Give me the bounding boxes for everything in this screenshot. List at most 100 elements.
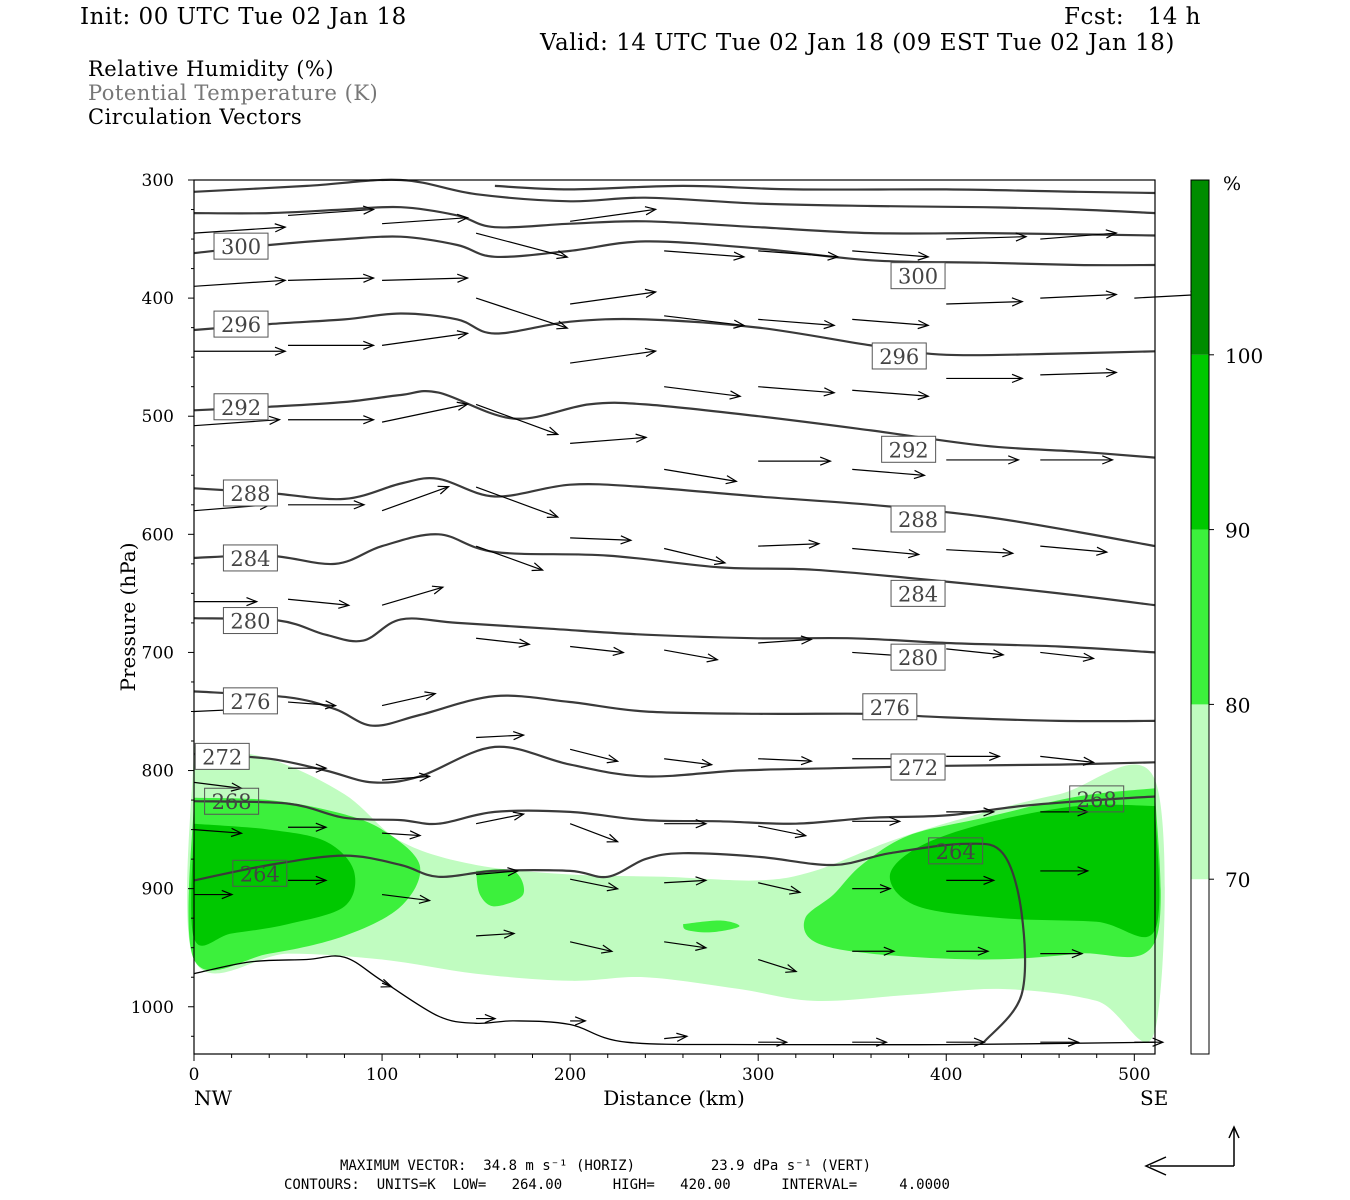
vector-shaft (852, 318, 929, 326)
contour-label-276: 276 (222, 687, 278, 715)
circulation-vector (1040, 866, 1090, 876)
circulation-vector (569, 941, 614, 954)
vector-head (644, 206, 658, 216)
vector-head (353, 500, 366, 510)
circulation-vector (758, 456, 833, 466)
contour-label-284: 284 (890, 579, 946, 607)
circulation-vector (288, 875, 328, 886)
contour-label-text: 272 (898, 756, 938, 780)
contour-label-272: 272 (194, 742, 250, 770)
vector-head (733, 251, 746, 261)
vector-head (268, 415, 282, 425)
vector-head (315, 763, 328, 773)
vector-shaft (758, 638, 812, 644)
contour-label-text: 296 (221, 313, 261, 337)
colorbar-label: 80 (1225, 693, 1250, 717)
contour-label-text: 288 (898, 508, 938, 532)
vector-head (695, 876, 708, 886)
vector-head (908, 548, 921, 559)
circulation-vector (946, 648, 1005, 659)
vector-shaft (852, 250, 929, 258)
vector-head (713, 556, 727, 566)
y-tick-label: 1000 (131, 998, 174, 1018)
vector-head (776, 1037, 789, 1047)
circulation-vector (852, 1037, 889, 1047)
circulation-vector (381, 401, 470, 423)
vector-head (512, 811, 526, 821)
terrain-line (193, 955, 1156, 1046)
rh-region-90 (191, 823, 356, 946)
colorbar-label: 70 (1225, 868, 1250, 892)
vector-head (274, 276, 287, 286)
y-axis-title: Pressure (hPa) (116, 543, 140, 692)
y-tick-label: 700 (142, 643, 174, 663)
y-tick-label: 800 (142, 762, 174, 782)
contour-label-box (222, 607, 278, 635)
contour-label-box (213, 393, 269, 421)
circulation-vector (758, 386, 836, 397)
vector-shaft (569, 823, 618, 843)
circulation-vector (381, 330, 470, 346)
field-label-rh: Relative Humidity (%) (88, 57, 335, 81)
circulation-vector (852, 547, 921, 559)
circulation-vector (664, 758, 714, 769)
circulation-vector (287, 700, 338, 710)
vector-shaft (664, 758, 712, 766)
contour-label-box (890, 753, 946, 781)
vector-head (338, 599, 351, 609)
contour-label-text: 268 (212, 790, 252, 814)
vector-head (983, 807, 996, 817)
vector-head (431, 585, 445, 595)
vector-shaft (569, 748, 618, 762)
theta-contour-layer (193, 178, 1156, 1043)
vector-shaft (664, 250, 745, 258)
rh-region-70 (187, 746, 1165, 1043)
vector-head (983, 875, 996, 886)
vector-shaft (287, 208, 374, 217)
vector-shaft (1040, 545, 1107, 553)
vector-shaft (476, 870, 518, 876)
vector-shaft (569, 941, 613, 952)
circulation-vector (758, 756, 814, 766)
vector-head (676, 1032, 689, 1042)
vector-head (606, 754, 620, 764)
vector-shaft (287, 701, 336, 707)
circulation-vector (1040, 290, 1118, 300)
circulation-vector (946, 373, 1024, 384)
circulation-vector (193, 415, 282, 427)
vector-shaft (1040, 651, 1094, 660)
vector-shaft (664, 649, 718, 661)
theta-contour-272 (193, 745, 1156, 784)
vector-shaft (475, 297, 568, 329)
vector-shaft (946, 236, 1027, 240)
circulation-vector (946, 875, 996, 886)
vector-head (418, 772, 432, 782)
circulation-vector (758, 318, 836, 330)
circulation-vector (1040, 455, 1115, 465)
contour-label-box (222, 544, 278, 572)
vector-shaft (570, 537, 631, 541)
contour-label-300: 300 (213, 232, 269, 260)
field-label-theta: Potential Temperature (K) (88, 81, 379, 105)
vector-shaft (570, 878, 618, 890)
vector-shaft (287, 598, 349, 606)
circulation-vector (664, 876, 708, 886)
vector-head (706, 653, 719, 663)
circulation-vector (475, 403, 560, 436)
vector-shaft (193, 828, 242, 834)
vector-head (324, 700, 338, 710)
theta-contour-292 (193, 390, 1156, 459)
vector-head (437, 485, 451, 495)
vector-head (794, 829, 808, 839)
circulation-vector (570, 206, 658, 222)
vector-shaft (758, 758, 812, 762)
vector-head (1105, 368, 1118, 378)
circulation-vector (852, 816, 902, 826)
circulation-vector (570, 878, 620, 892)
circulation-vector (946, 807, 996, 817)
vector-shaft (758, 825, 806, 837)
vector-head (700, 758, 714, 769)
circulation-vector (476, 867, 520, 877)
contour-label-text: 276 (230, 690, 270, 714)
contour-label-288: 288 (890, 505, 946, 533)
